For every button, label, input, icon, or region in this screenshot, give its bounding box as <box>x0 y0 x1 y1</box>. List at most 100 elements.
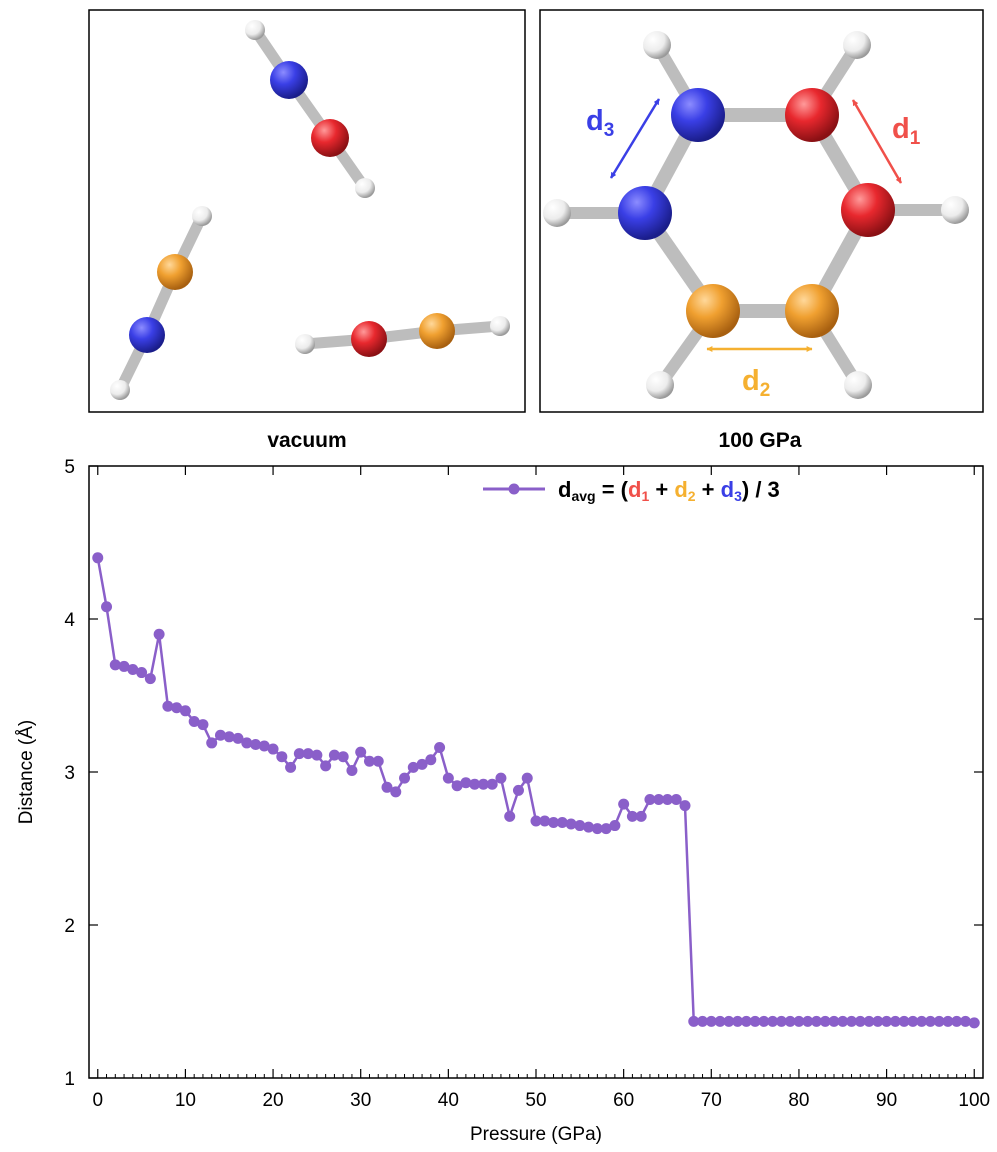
data-point <box>767 1015 779 1027</box>
data-point <box>854 1015 866 1027</box>
x-tick-label: 100 <box>958 1090 990 1111</box>
data-point <box>661 794 673 806</box>
molecule-hoch-right <box>295 313 510 357</box>
data-point <box>951 1015 963 1027</box>
hydrogen-atom <box>110 380 130 400</box>
data-point <box>618 798 630 810</box>
vacuum-label: vacuum <box>267 429 346 452</box>
data-point <box>276 751 288 763</box>
data-point <box>118 660 130 672</box>
data-point <box>399 772 411 784</box>
data-point <box>442 772 454 784</box>
y-tick-label: 5 <box>64 457 75 478</box>
data-point <box>749 1015 761 1027</box>
data-point <box>600 823 612 835</box>
legend-marker <box>508 483 520 495</box>
data-point <box>486 778 498 790</box>
x-tick-label: 30 <box>350 1090 371 1111</box>
carbon-atom <box>157 254 193 290</box>
data-point <box>758 1015 770 1027</box>
data-point <box>688 1015 700 1027</box>
hydrogen-atom <box>941 196 969 224</box>
data-point <box>819 1015 831 1027</box>
data-point <box>355 746 367 758</box>
data-point <box>697 1015 709 1027</box>
data-point <box>898 1015 910 1027</box>
data-point <box>723 1015 735 1027</box>
series-line <box>96 557 975 1025</box>
data-point <box>881 1015 893 1027</box>
data-point <box>101 601 113 613</box>
data-point <box>241 737 253 749</box>
data-point <box>793 1015 805 1027</box>
y-tick-label: 2 <box>64 916 75 937</box>
data-point <box>740 1015 752 1027</box>
nitrogen-atom <box>671 88 725 142</box>
data-point <box>171 702 183 714</box>
data-point <box>477 778 489 790</box>
data-point <box>775 1015 787 1027</box>
data-point <box>381 781 393 793</box>
data-point <box>705 1015 717 1027</box>
data-point <box>539 815 551 827</box>
data-point <box>311 749 323 761</box>
data-point <box>942 1015 954 1027</box>
data-point <box>968 1017 980 1029</box>
x-axis-title: Pressure (GPa) <box>470 1124 602 1145</box>
data-point <box>635 810 647 822</box>
legend-label: davg = (d1 + d2 + d3) / 3 <box>558 477 780 504</box>
x-tick-label: 90 <box>876 1090 897 1111</box>
data-point <box>810 1015 822 1027</box>
hydrogen-atom <box>843 31 871 59</box>
oxygen-atom <box>351 321 387 357</box>
data-point <box>872 1015 884 1027</box>
hydrogen-atom <box>643 31 671 59</box>
x-tick-label: 20 <box>262 1090 283 1111</box>
data-point <box>460 777 472 789</box>
data-point <box>924 1015 936 1027</box>
nitrogen-atom <box>270 61 308 99</box>
plot-frame <box>88 465 984 1079</box>
data-point <box>626 810 638 822</box>
data-point <box>574 820 586 832</box>
data-point <box>512 784 524 796</box>
data-point <box>644 794 656 806</box>
hydrogen-atom <box>646 371 674 399</box>
data-point <box>732 1015 744 1027</box>
data-point <box>784 1015 796 1027</box>
y-axis-ticks: 1 2 3 4 5 <box>64 457 983 1090</box>
data-point <box>92 552 104 564</box>
data-point <box>267 743 279 755</box>
data-point <box>548 816 560 828</box>
data-point <box>959 1015 971 1027</box>
vacuum-molecules <box>110 20 510 400</box>
y-tick-label: 3 <box>64 763 75 784</box>
x-tick-label: 70 <box>701 1090 722 1111</box>
data-point <box>179 705 191 717</box>
data-point <box>407 761 419 773</box>
data-point <box>390 786 402 798</box>
data-point <box>293 748 305 760</box>
data-point <box>434 742 446 754</box>
hydrogen-atom <box>490 316 510 336</box>
hydrogen-atom <box>295 334 315 354</box>
oxygen-atom <box>311 119 349 157</box>
data-point <box>828 1015 840 1027</box>
data-series <box>92 552 980 1029</box>
data-point <box>109 659 121 671</box>
data-point <box>144 673 156 685</box>
data-point <box>416 758 428 770</box>
data-point <box>127 663 139 675</box>
carbon-atom <box>419 313 455 349</box>
oxygen-atom <box>785 88 839 142</box>
carbon-atom <box>686 284 740 338</box>
y-tick-label: 4 <box>64 610 75 631</box>
data-point <box>363 755 375 767</box>
hydrogen-atom <box>543 199 571 227</box>
y-axis-title: Distance (Å) <box>16 720 37 825</box>
data-point <box>802 1015 814 1027</box>
data-point <box>188 716 200 728</box>
data-point <box>907 1015 919 1027</box>
data-point <box>214 729 226 741</box>
